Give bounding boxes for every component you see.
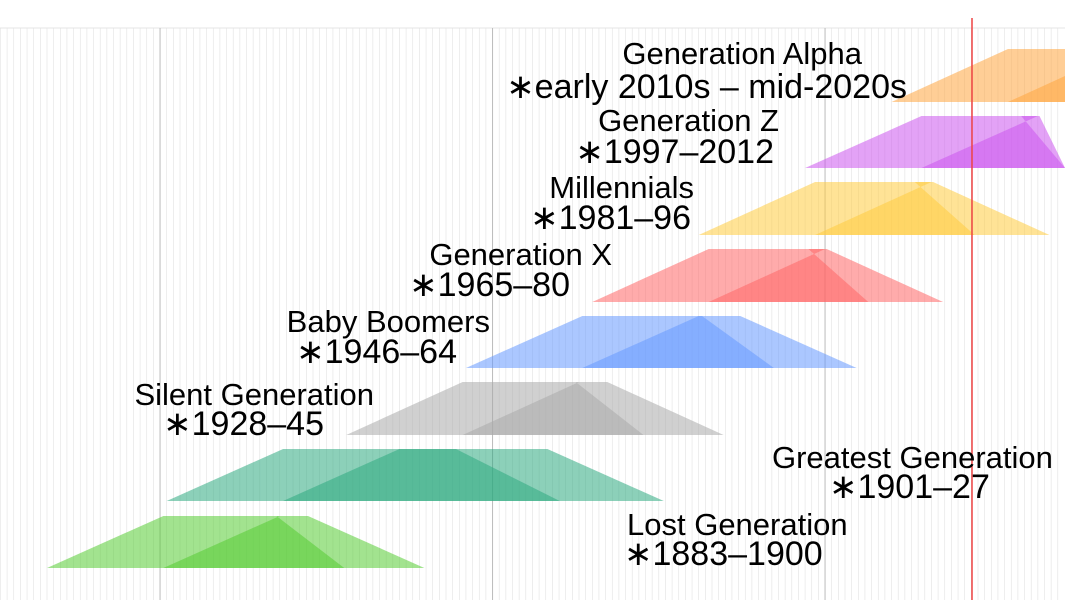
year-grid <box>0 28 1059 600</box>
generation-birth-years: ∗1981–96 <box>530 199 691 237</box>
generation-name: Generation Alpha <box>622 36 862 71</box>
generation-name: Millennials <box>549 170 694 205</box>
generation-birth-years: ∗1946–64 <box>296 333 457 371</box>
generation-bands <box>47 49 1065 568</box>
generation-birth-years: ∗1965–80 <box>409 266 570 304</box>
generation-band-inner <box>708 249 869 302</box>
generation-birth-years: ∗1997–2012 <box>575 133 774 171</box>
generation-name: Generation Z <box>598 103 779 138</box>
generation-band-inner <box>1007 49 1065 102</box>
generation-band-inner <box>283 449 560 501</box>
generation-birth-years: ∗1928–45 <box>163 405 324 443</box>
generation-band-inner <box>462 382 644 435</box>
generation-birth-years: ∗early 2010s – mid-2020s <box>506 68 907 106</box>
generation-band-inner <box>815 182 975 235</box>
generation-band-inner <box>921 116 1065 168</box>
generation-labels: Generation Alpha∗early 2010s – mid-2020s… <box>134 36 1052 573</box>
generation-birth-years: ∗1901–27 <box>829 468 990 506</box>
generation-name: Greatest Generation <box>772 440 1053 475</box>
generation-name: Generation X <box>429 237 612 272</box>
generation-name: Baby Boomers <box>287 304 490 339</box>
generation-band-inner <box>582 316 774 368</box>
generation-birth-years: ∗1883–1900 <box>624 535 823 573</box>
generation-name: Lost Generation <box>627 507 848 542</box>
generation-name: Silent Generation <box>134 377 374 412</box>
generation-band-inner <box>163 516 345 568</box>
generation-band-outer <box>891 49 1065 102</box>
